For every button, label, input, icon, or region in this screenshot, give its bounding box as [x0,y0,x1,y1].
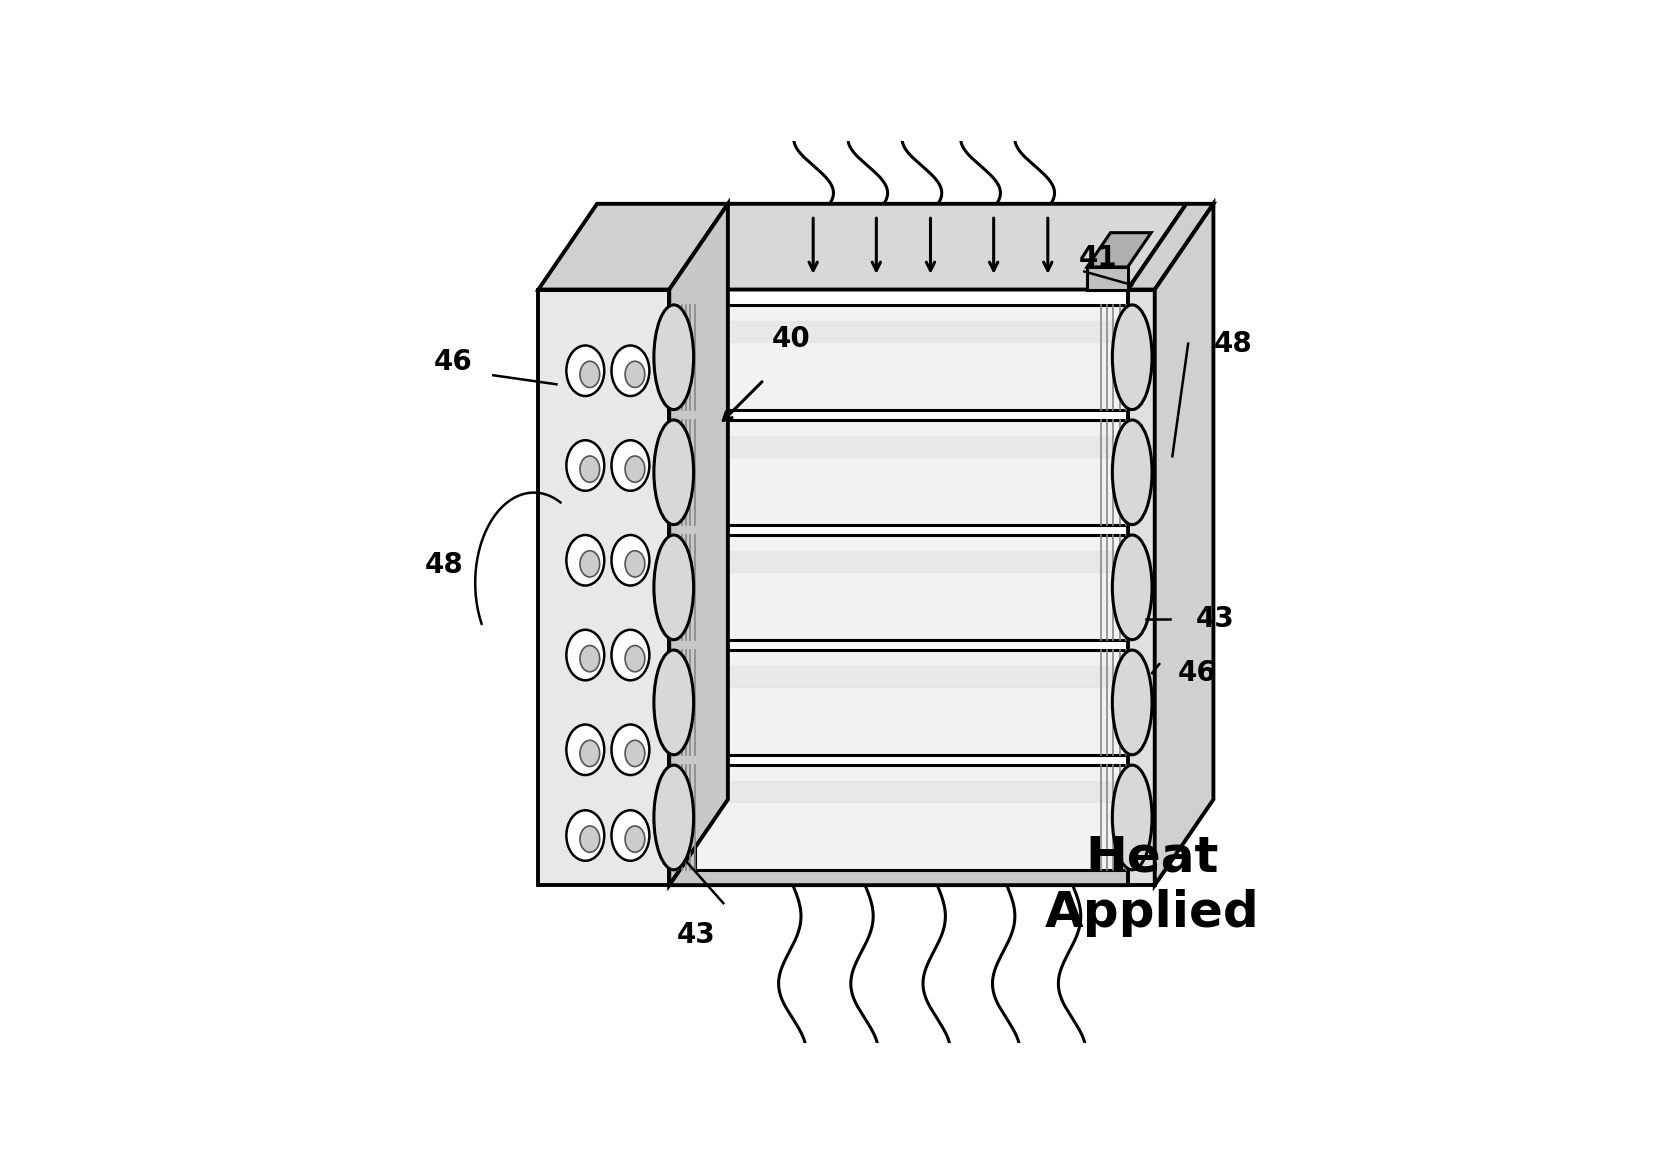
Ellipse shape [1112,765,1152,870]
Ellipse shape [653,420,693,525]
Ellipse shape [1112,305,1152,409]
Polygon shape [539,204,727,289]
Ellipse shape [625,361,645,388]
Polygon shape [694,650,1127,755]
Polygon shape [669,204,1186,289]
Polygon shape [669,204,727,885]
Ellipse shape [580,646,600,672]
Text: 43: 43 [676,921,716,949]
Ellipse shape [580,361,600,388]
Ellipse shape [611,724,650,775]
Ellipse shape [567,441,603,491]
Ellipse shape [1112,534,1152,640]
Ellipse shape [611,346,650,396]
Ellipse shape [625,741,645,766]
Polygon shape [694,534,1127,640]
Polygon shape [694,420,1127,525]
Text: 46: 46 [1176,659,1216,687]
Ellipse shape [1112,650,1152,755]
Ellipse shape [653,765,693,870]
Ellipse shape [625,456,645,482]
Polygon shape [1087,267,1127,289]
Ellipse shape [653,305,693,409]
Text: Heat
Applied: Heat Applied [1044,833,1259,936]
Text: 43: 43 [1195,605,1234,633]
Polygon shape [539,289,669,885]
Ellipse shape [567,629,603,680]
Text: 46: 46 [432,348,472,376]
Polygon shape [694,765,1127,870]
Polygon shape [1153,204,1213,885]
Text: 41: 41 [1079,244,1117,272]
Ellipse shape [625,646,645,672]
Text: 48: 48 [1213,329,1253,357]
Ellipse shape [580,826,600,852]
Ellipse shape [611,629,650,680]
Ellipse shape [611,810,650,860]
Ellipse shape [625,826,645,852]
Ellipse shape [580,741,600,766]
Ellipse shape [580,551,600,577]
Ellipse shape [567,724,603,775]
Polygon shape [1087,233,1150,267]
Ellipse shape [625,551,645,577]
Polygon shape [694,305,1127,409]
Ellipse shape [567,534,603,586]
Ellipse shape [653,650,693,755]
Ellipse shape [653,534,693,640]
Ellipse shape [567,346,603,396]
Polygon shape [1127,289,1153,885]
Ellipse shape [611,441,650,491]
Ellipse shape [580,456,600,482]
Ellipse shape [1112,420,1152,525]
Polygon shape [669,799,1186,885]
Text: 48: 48 [424,551,462,579]
Ellipse shape [611,534,650,586]
Text: 40: 40 [771,325,810,353]
Ellipse shape [567,810,603,860]
Polygon shape [1127,204,1213,289]
